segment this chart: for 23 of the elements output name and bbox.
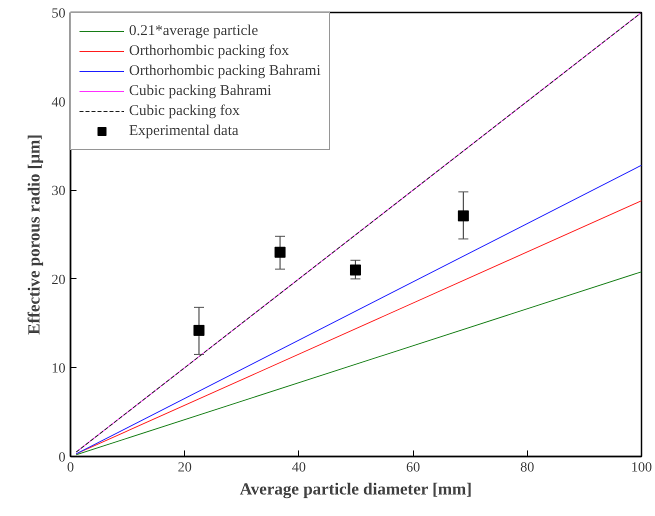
point (458, 210, 469, 222)
y-tick-label: 0 (58, 450, 66, 466)
x-tick-label: 40 (292, 460, 306, 476)
legend-label: Orthorhombic packing fox (129, 42, 289, 60)
x-tick-label: 60 (406, 460, 420, 476)
legend-label: Cubic packing fox (129, 102, 240, 120)
y-axis-title: Effective porous radio [μm] (24, 134, 44, 335)
x-axis-title: Average particle diameter [mm] (240, 480, 472, 498)
y-tick-label: 20 (52, 272, 66, 288)
legend-label: Cubic packing Bahrami (129, 82, 272, 100)
x-tick-label: 20 (178, 460, 192, 476)
point (274, 246, 286, 258)
y-tick-label: 10 (52, 362, 66, 377)
y-tick-label: 40 (52, 95, 66, 110)
y-tick-label: 50 (52, 6, 66, 22)
legend-label: 0.21*average particle (129, 22, 258, 40)
legend-label: Experimental data (129, 122, 239, 140)
point (350, 264, 361, 276)
x-tick-label: 100 (631, 460, 652, 476)
point (193, 324, 204, 336)
y-tick-label: 30 (52, 184, 66, 200)
legend-label: Orthorhombic packing Bahrami (129, 62, 321, 80)
x-tick-label: 80 (520, 460, 534, 476)
